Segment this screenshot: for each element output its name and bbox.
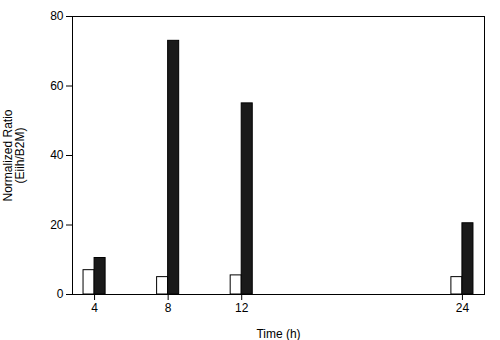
- svg-text:8: 8: [165, 301, 172, 315]
- svg-text:60: 60: [50, 79, 64, 93]
- svg-text:4: 4: [91, 301, 98, 315]
- svg-text:40: 40: [50, 148, 64, 162]
- svg-text:20: 20: [50, 218, 64, 232]
- svg-text:0: 0: [57, 287, 64, 301]
- svg-text:Normalized Ratio(Eiih/B2M): Normalized Ratio(Eiih/B2M): [1, 109, 27, 201]
- svg-text:24: 24: [456, 301, 470, 315]
- svg-text:80: 80: [50, 9, 64, 23]
- svg-text:12: 12: [235, 301, 249, 315]
- svg-text:Time (h): Time (h): [256, 327, 300, 340]
